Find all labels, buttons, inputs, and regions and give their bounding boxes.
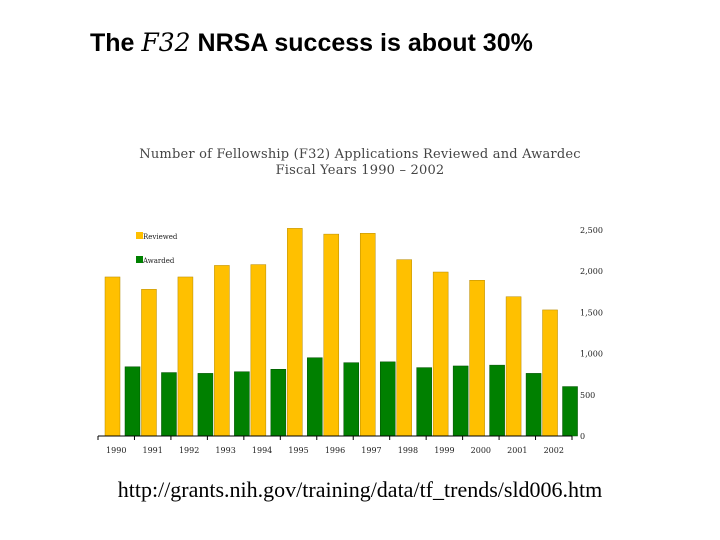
x-tick-label-1990: 1990 [106, 446, 126, 455]
reviewed-bar-1999 [432, 271, 449, 437]
reviewed-bar-1994 [250, 264, 267, 437]
awarded-bar-1995 [307, 357, 323, 437]
reviewed-bar-2001 [505, 296, 522, 437]
title-prefix: The [90, 29, 142, 57]
reviewed-bar-2000 [469, 280, 485, 437]
reviewed-bar-1995 [287, 228, 303, 437]
legend-swatch-reviewed [136, 232, 143, 239]
title-f32: F32 [141, 28, 191, 57]
x-tick-label-1999: 1999 [434, 446, 454, 455]
y-tick-label-1000: 1,000 [580, 350, 603, 359]
awarded-bar-1999 [452, 365, 469, 437]
awarded-bar-1998 [416, 367, 432, 437]
y-tick-label-1500: 1,500 [580, 308, 603, 317]
legend-label-reviewed: Reviewed [143, 233, 178, 241]
x-tick-label-1995: 1995 [288, 446, 308, 455]
x-tick-label-1996: 1996 [325, 446, 345, 455]
awarded-bar-1990 [124, 366, 141, 437]
awarded-bar-2001 [525, 373, 542, 437]
y-tick-label-500: 500 [580, 391, 595, 400]
chart-title-line1: Number of Fellowship (F32) Applications … [139, 147, 581, 162]
x-tick-label-1992: 1992 [179, 446, 199, 455]
x-tick-label-1994: 1994 [252, 446, 272, 455]
awarded-bar-1997 [379, 361, 396, 437]
x-tick-label-1998: 1998 [398, 446, 418, 455]
reviewed-bar-1993 [214, 265, 230, 437]
awarded-bar-1993 [234, 371, 250, 437]
source-url: http://grants.nih.gov/training/data/tf_t… [117, 477, 603, 502]
x-tick-label-2001: 2001 [507, 446, 527, 455]
reviewed-bar-1998 [396, 259, 412, 437]
x-tick-label-2002: 2002 [544, 446, 564, 455]
legend-label-awarded: Awarded [142, 257, 175, 265]
reviewed-bar-1991 [141, 289, 157, 437]
awarded-bar-1996 [343, 362, 360, 437]
reviewed-bar-2002 [542, 309, 558, 437]
x-tick-label-1991: 1991 [143, 446, 163, 455]
y-tick-label-0: 0 [580, 432, 585, 441]
awarded-bar-1991 [161, 372, 177, 437]
reviewed-bar-1996 [323, 233, 340, 437]
y-tick-label-2000: 2,000 [580, 267, 603, 276]
awarded-bar-2000 [489, 364, 505, 437]
slide-title: The F32 NRSA success is about 30% [90, 28, 533, 58]
x-tick-label-1997: 1997 [361, 446, 381, 455]
x-tick-label-2000: 2000 [471, 446, 491, 455]
legend-swatch-awarded [136, 256, 143, 263]
reviewed-bar-1990 [104, 276, 121, 437]
title-suffix: NRSA success is about 30% [190, 29, 533, 57]
reviewed-bar-1992 [177, 276, 194, 437]
awarded-bar-2002 [562, 386, 578, 437]
chart-title: Number of Fellowship (F32) Applications … [0, 147, 720, 179]
chart-title-line2: Fiscal Years 1990 – 2002 [275, 163, 445, 178]
awarded-bar-1994 [270, 369, 287, 437]
awarded-bar-1992 [197, 373, 214, 437]
y-tick-label-2500: 2,500 [580, 226, 603, 235]
x-tick-label-1993: 1993 [215, 446, 235, 455]
reviewed-bar-1997 [359, 233, 376, 437]
